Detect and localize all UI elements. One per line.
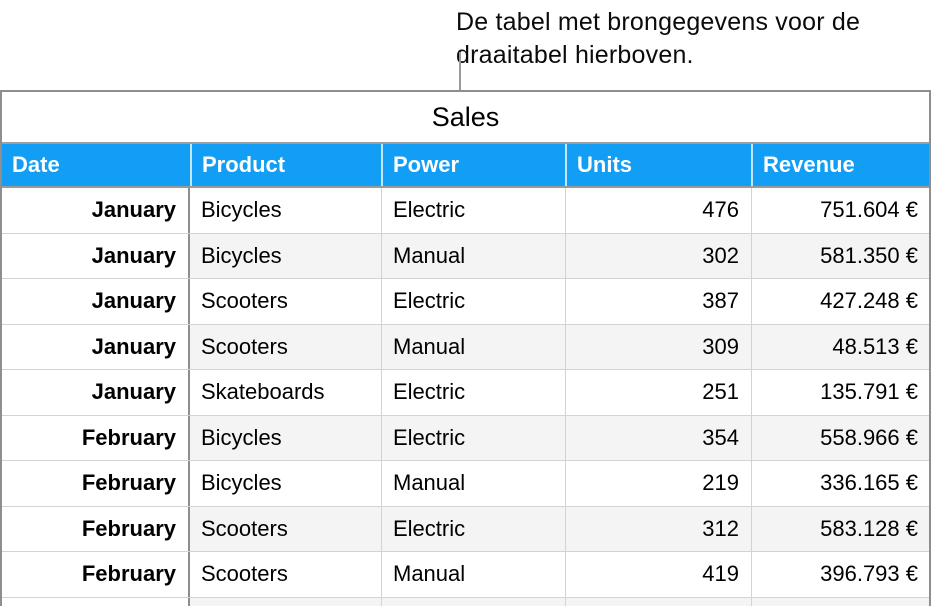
table-title[interactable]: Sales [431,101,500,132]
cell-power[interactable]: Electric [381,188,565,233]
table-body: January Bicycles Electric 476 751.604 € … [2,188,929,598]
cell-date[interactable]: February [2,461,190,506]
table-row: January Bicycles Manual 302 581.350 € [2,233,929,279]
column-header-revenue[interactable]: Revenue [751,144,929,186]
table-header-row: Date Product Power Units Revenue [2,144,929,188]
callout-text: De tabel met brongegevens voor de draait… [456,6,860,72]
column-header-date[interactable]: Date [12,152,60,177]
cell-units[interactable]: 419 [565,552,751,597]
cell-revenue[interactable]: 581.350 € [751,233,929,278]
cell-revenue[interactable]: 427.248 € [751,279,929,324]
cell-date[interactable]: January [2,188,190,233]
cell-power[interactable]: Manual [381,461,565,506]
cell-date[interactable]: February [2,506,190,551]
cell-units[interactable]: 309 [565,324,751,369]
cell-date[interactable]: February [2,415,190,460]
cell-units[interactable]: 219 [565,461,751,506]
cell-units [565,597,751,606]
cell-revenue[interactable]: 48.513 € [751,324,929,369]
table-title-row: Sales [2,92,929,144]
cell-units[interactable]: 302 [565,233,751,278]
cell-power[interactable]: Manual [381,324,565,369]
cell-date[interactable]: February [2,552,190,597]
column-header-units[interactable]: Units [565,144,751,186]
cell-power[interactable]: Electric [381,370,565,415]
table-row: January Scooters Manual 309 48.513 € [2,324,929,370]
cell-product[interactable]: Scooters [190,324,381,369]
cell-revenue[interactable]: 396.793 € [751,552,929,597]
cell-power[interactable]: Manual [381,233,565,278]
cell-product[interactable]: Bicycles [190,415,381,460]
cell-revenue[interactable]: 135.791 € [751,370,929,415]
cell-revenue[interactable]: 751.604 € [751,188,929,233]
cell-product[interactable]: Skateboards [201,379,325,405]
cell-power[interactable]: Electric [381,415,565,460]
column-header-product[interactable]: Product [190,144,381,186]
cell-date [2,597,190,606]
cell-units[interactable]: 387 [565,279,751,324]
cell-revenue[interactable]: 336.165 € [751,461,929,506]
cell-power[interactable]: Electric [381,506,565,551]
table-row: February Bicycles Electric 354 558.966 € [2,415,929,461]
cell-product[interactable]: Bicycles [201,197,282,223]
cell-product[interactable]: Bicycles [201,470,282,496]
cell-power[interactable]: Electric [381,279,565,324]
table-row: February Scooters Manual 419 396.793 € [2,552,929,598]
cell-units[interactable]: 354 [565,415,751,460]
cell-date[interactable]: January [2,370,190,415]
table-row: January Bicycles Electric 476 751.604 € [2,188,929,234]
table-row: January Skateboards Electric 251 135.791… [2,370,929,416]
cell-revenue [751,597,929,606]
cell-units[interactable]: 476 [565,188,751,233]
callout-line-1: De tabel met brongegevens voor de [456,8,861,36]
cell-revenue[interactable]: 583.128 € [751,506,929,551]
cell-power[interactable]: Manual [381,552,565,597]
cell-product[interactable]: Scooters [201,288,288,314]
cell-date[interactable]: January [2,324,190,369]
column-header-power[interactable]: Power [381,144,565,186]
cell-revenue[interactable]: 558.966 € [751,415,929,460]
table-row: January Scooters Electric 387 427.248 € [2,279,929,325]
cell-units[interactable]: 251 [565,370,751,415]
cell-product[interactable]: Bicycles [190,233,381,278]
cell-date[interactable]: January [2,279,190,324]
sales-table: Sales Date Product Power Units Revenue J… [0,90,931,606]
table-row: February Bicycles Manual 219 336.165 € [2,461,929,507]
callout-line-2: draaitabel hierboven. [456,41,694,69]
cell-power [381,597,565,606]
table-row-partial [2,597,929,606]
cell-product[interactable]: Scooters [201,561,288,587]
cell-units[interactable]: 312 [565,506,751,551]
cell-product[interactable]: Scooters [190,506,381,551]
table-row: February Scooters Electric 312 583.128 € [2,506,929,552]
callout-connector-line [459,52,461,91]
cell-product [190,597,381,606]
cell-date[interactable]: January [2,233,190,278]
